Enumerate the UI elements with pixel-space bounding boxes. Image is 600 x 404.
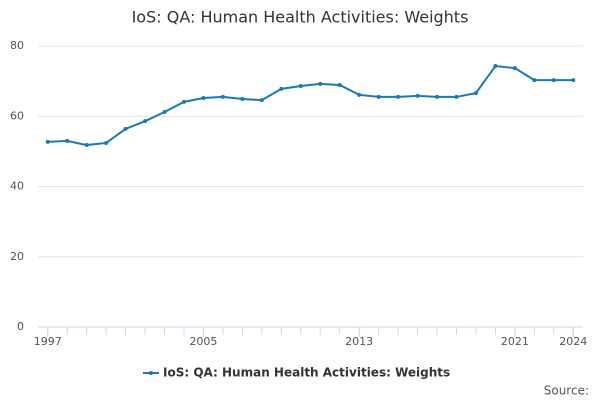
point — [551, 78, 556, 83]
point — [396, 94, 401, 99]
point — [143, 119, 148, 124]
point — [65, 138, 70, 143]
point — [435, 94, 440, 99]
point — [84, 143, 89, 148]
legend-label: IoS: QA: Human Health Activities: Weight… — [163, 366, 450, 380]
point — [123, 126, 128, 131]
y-tick-label: 80 — [10, 39, 24, 52]
point — [259, 98, 264, 103]
point — [104, 140, 109, 145]
point — [318, 81, 323, 86]
x-tick-label: 2013 — [345, 335, 373, 348]
legend-marker — [149, 371, 153, 375]
x-tick-label: 2021 — [501, 335, 529, 348]
line — [47, 64, 574, 147]
point — [298, 84, 303, 89]
point — [357, 92, 362, 97]
x-tick-label: 2024 — [559, 335, 587, 348]
point — [571, 78, 576, 83]
y-tick-label: 60 — [10, 109, 24, 122]
x-tick-label: 1997 — [34, 335, 62, 348]
x-tick-label: 2005 — [189, 335, 217, 348]
point — [454, 94, 459, 99]
point — [279, 86, 284, 91]
source: Source: — [544, 384, 589, 398]
point — [240, 97, 245, 102]
point — [201, 95, 206, 100]
point — [181, 99, 186, 104]
y-tick-label: 40 — [10, 180, 24, 193]
y-tick-label: 20 — [10, 250, 24, 263]
point — [376, 94, 381, 99]
point — [162, 110, 167, 115]
point — [473, 91, 478, 96]
point — [532, 78, 537, 83]
y-tick-label: 0 — [17, 320, 24, 333]
point — [493, 64, 498, 69]
point — [415, 93, 420, 98]
point — [220, 94, 225, 99]
point — [512, 66, 517, 71]
point — [45, 139, 50, 144]
chart-title: IoS: QA: Human Health Activities: Weight… — [132, 8, 469, 27]
point — [337, 82, 342, 87]
